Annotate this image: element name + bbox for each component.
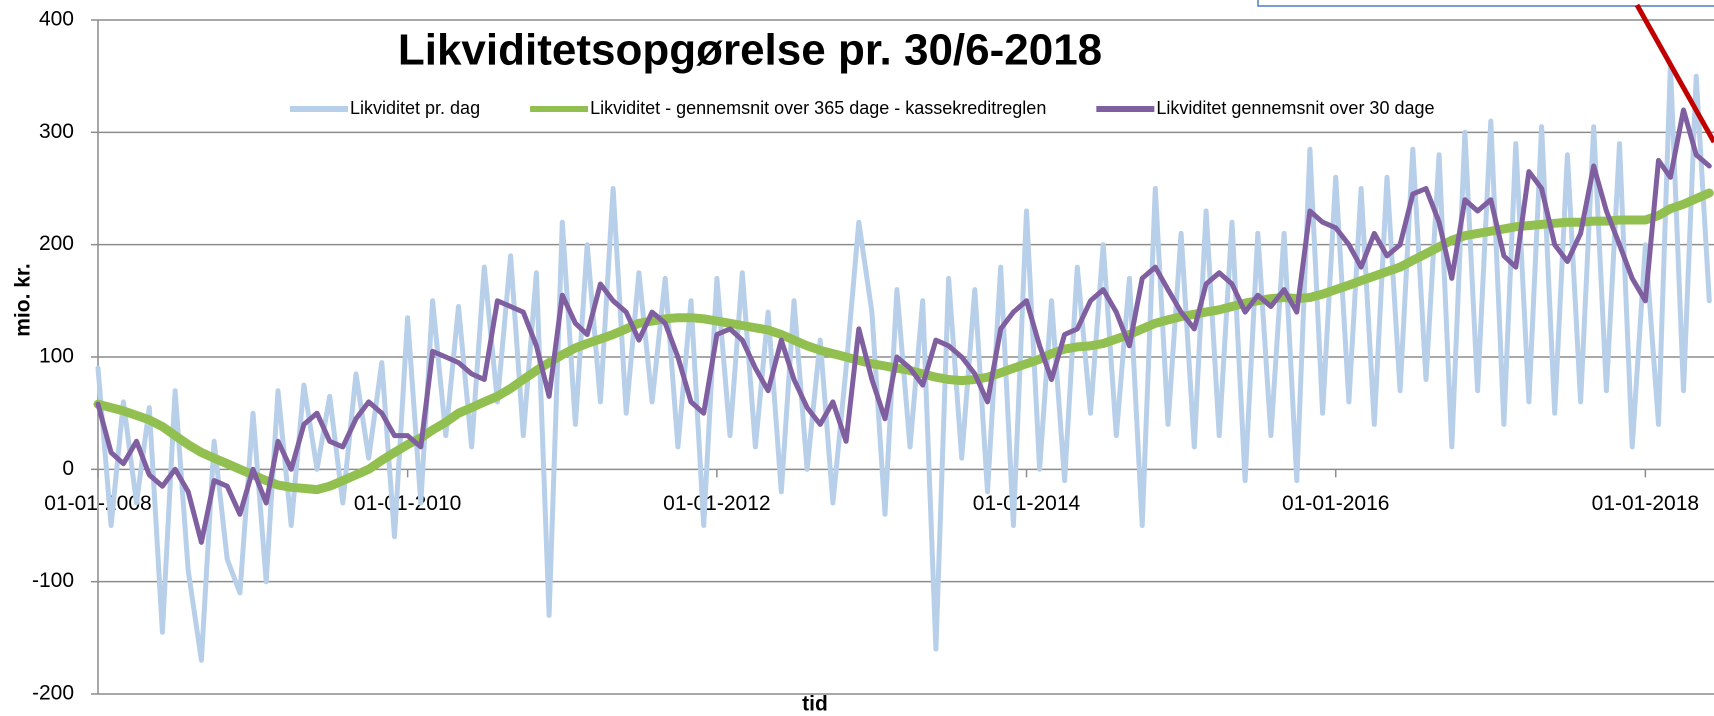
y-tick-label: 200 xyxy=(39,232,74,255)
x-tick-label: 01-01-2016 xyxy=(1282,492,1389,515)
series-line xyxy=(93,188,1714,495)
legend-label: Likviditet pr. dag xyxy=(350,98,480,118)
y-tick-label: -100 xyxy=(32,569,74,592)
annotation-arrow xyxy=(1634,3,1714,144)
x-tick-label: 01-01-2008 xyxy=(44,492,151,515)
y-tick-label: 0 xyxy=(62,457,74,480)
chart-title: Likviditetsopgørelse pr. 30/6-2018 xyxy=(398,26,1102,75)
x-tick-label: 01-01-2010 xyxy=(354,492,461,515)
legend-label: Likviditet gennemsnit over 30 dage xyxy=(1156,98,1434,118)
legend-label: Likviditet - gennemsnit over 365 dage - … xyxy=(590,98,1046,118)
y-tick-label: 300 xyxy=(39,120,74,143)
y-tick-label: 100 xyxy=(39,345,74,368)
x-tick-label: 01-01-2014 xyxy=(973,492,1081,515)
x-tick-label: 01-01-2018 xyxy=(1592,492,1699,515)
y-axis-label: mio. kr. xyxy=(12,263,35,337)
series-line xyxy=(95,107,1712,545)
x-tick-label: 01-01-2012 xyxy=(663,492,770,515)
x-axis-label: tid xyxy=(802,693,828,716)
annotation-box xyxy=(1257,0,1714,7)
y-tick-label: -200 xyxy=(32,682,74,705)
plot-area: -200 -100 0 100 200 300 400 01-01-2008 01-01-201… xyxy=(32,8,1714,705)
y-tick-label: 400 xyxy=(39,8,74,31)
